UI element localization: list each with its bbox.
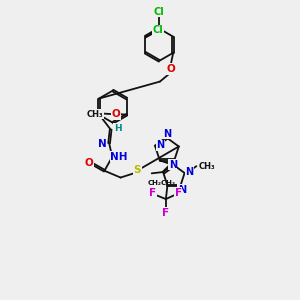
Text: CH₃: CH₃ — [87, 110, 104, 118]
Text: O: O — [111, 109, 120, 119]
Text: CH₂CH₃: CH₂CH₃ — [148, 179, 176, 185]
Text: F: F — [149, 188, 156, 198]
Text: F: F — [162, 208, 169, 218]
Text: O: O — [167, 64, 175, 74]
Text: F: F — [175, 188, 182, 198]
Text: N: N — [169, 160, 177, 170]
Text: N: N — [178, 185, 186, 195]
Text: NH: NH — [110, 152, 128, 162]
Text: Cl: Cl — [153, 25, 164, 35]
Text: Cl: Cl — [154, 7, 165, 16]
Text: N: N — [98, 139, 107, 149]
Text: H: H — [114, 124, 121, 133]
Text: S: S — [134, 164, 141, 175]
Text: O: O — [84, 158, 93, 168]
Text: N: N — [156, 140, 164, 150]
Text: N: N — [163, 129, 171, 139]
Text: N: N — [185, 167, 194, 177]
Text: CH₃: CH₃ — [199, 162, 215, 171]
